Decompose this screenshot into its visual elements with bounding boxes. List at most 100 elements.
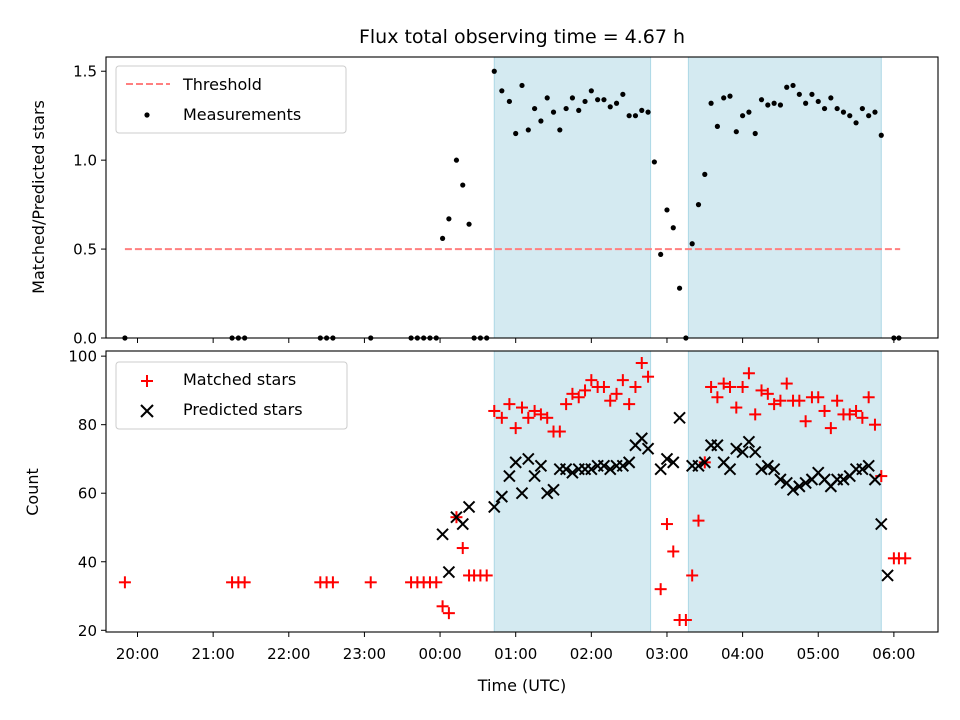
measurement-point: [439, 235, 446, 242]
matched-star-marker: [654, 583, 667, 596]
predicted-star-marker: [515, 487, 529, 500]
measurement-point: [828, 95, 834, 101]
measurement-point: [777, 102, 784, 108]
measurement-point: [506, 98, 512, 105]
measurement-point: [519, 82, 525, 89]
matched-star-marker: [667, 545, 680, 558]
predicted-stars-points: [436, 411, 894, 582]
matched-star-marker: [604, 394, 617, 407]
matched-star-marker: [516, 401, 528, 414]
matched-star-marker: [495, 411, 508, 424]
observing-window-1: [493, 56, 652, 339]
measurement-point: [809, 91, 815, 97]
top-plot-frame: [105, 56, 939, 339]
measurement-point: [491, 68, 497, 74]
matched-star-marker: [364, 576, 377, 589]
measurement-point: [651, 159, 657, 165]
measurement-point: [708, 100, 714, 106]
predicted-star-marker: [488, 500, 501, 514]
matched-star-marker: [742, 367, 755, 380]
measurement-point: [765, 102, 771, 108]
matched-star-marker: [736, 380, 749, 393]
measurement-point: [771, 100, 777, 106]
measurement-point: [821, 105, 828, 112]
matched-star-marker: [436, 600, 449, 613]
top-y-ticks: 0.0 0.5 1.0 1.5: [73, 63, 106, 348]
predicted-star-marker: [528, 469, 541, 483]
measurement-point: [702, 171, 708, 177]
matched-star-marker: [812, 391, 825, 404]
top-y-axis-label: Matched/Predicted stars: [29, 100, 48, 294]
predicted-star-marker: [673, 411, 686, 425]
matched-star-marker: [610, 387, 623, 400]
matched-star-marker: [118, 576, 131, 589]
x-tick-label: 23:00: [343, 645, 386, 663]
measurement-point: [632, 113, 639, 119]
measurement-point: [446, 216, 452, 222]
predicted-star-marker: [711, 439, 724, 452]
predicted-star-marker: [767, 463, 781, 476]
matched-star-marker: [579, 384, 592, 397]
measurement-point: [658, 251, 664, 258]
observing-window-2: [687, 56, 882, 339]
predicted-star-marker: [547, 483, 560, 496]
predicted-star-marker: [641, 442, 655, 455]
predicted-star-marker: [856, 463, 869, 476]
measurement-point: [746, 109, 752, 115]
matched-star-marker: [553, 425, 566, 438]
matched-star-marker: [793, 394, 806, 407]
predicted-star-marker: [660, 452, 674, 466]
predicted-star-marker: [868, 473, 882, 486]
matched-star-marker: [862, 391, 875, 404]
measurement-point: [613, 100, 620, 106]
predicted-legend-label: Predicted stars: [183, 400, 303, 419]
bottom-panel: 20:00 21:00 22:00 23:00 00:00 01:00 02:00 03:00…: [23, 348, 939, 695]
predicted-star-marker: [522, 452, 535, 466]
measurement-point: [676, 285, 683, 291]
measurement-point: [815, 98, 821, 105]
predicted-star-marker: [442, 565, 456, 579]
predicted-star-marker: [692, 459, 705, 473]
matched-star-marker: [660, 518, 673, 531]
x-tick-label: 05:00: [797, 645, 840, 663]
measurement-point: [866, 113, 872, 119]
matched-star-marker: [717, 377, 730, 390]
matched-star-marker: [780, 377, 793, 390]
predicted-star-marker: [654, 463, 667, 476]
matched-legend-swatch: [141, 375, 153, 387]
matched-star-marker: [585, 374, 598, 387]
matched-star-marker: [899, 552, 912, 565]
top-panel: 0.0 0.5 1.0 1.5 Matched/Predicted stars Thr…: [29, 56, 939, 348]
measurement-point: [853, 120, 859, 126]
bottom-y-tick-label: 60: [78, 485, 97, 503]
matched-star-marker: [824, 422, 837, 435]
x-tick-label: 06:00: [872, 645, 915, 663]
predicted-star-marker: [761, 459, 775, 473]
predicted-star-marker: [730, 442, 743, 455]
measurement-point: [740, 113, 746, 119]
measurement-point: [727, 93, 733, 99]
matched-star-marker: [679, 614, 692, 627]
measurement-point: [840, 109, 847, 115]
measurement-point: [670, 225, 676, 231]
matched-legend-label: Matched stars: [183, 370, 296, 389]
matched-star-marker: [442, 607, 455, 620]
matched-star-marker: [768, 398, 781, 411]
matched-star-marker: [774, 394, 787, 407]
matched-star-marker: [629, 380, 642, 393]
measurement-point: [721, 95, 727, 101]
matched-star-marker: [831, 394, 844, 407]
matched-star-marker: [528, 404, 541, 417]
measurement-point: [538, 118, 544, 124]
predicted-star-marker: [786, 483, 800, 496]
matched-star-marker: [686, 569, 699, 582]
matched-star-marker: [705, 380, 718, 393]
top-legend: Threshold Measurements: [115, 65, 347, 134]
measurement-point: [460, 182, 466, 188]
measurement-point: [557, 127, 563, 133]
predicted-star-marker: [585, 463, 598, 476]
matched-star-marker: [730, 401, 743, 414]
x-tick-label: 02:00: [570, 645, 613, 663]
top-legend-box: [115, 65, 347, 134]
